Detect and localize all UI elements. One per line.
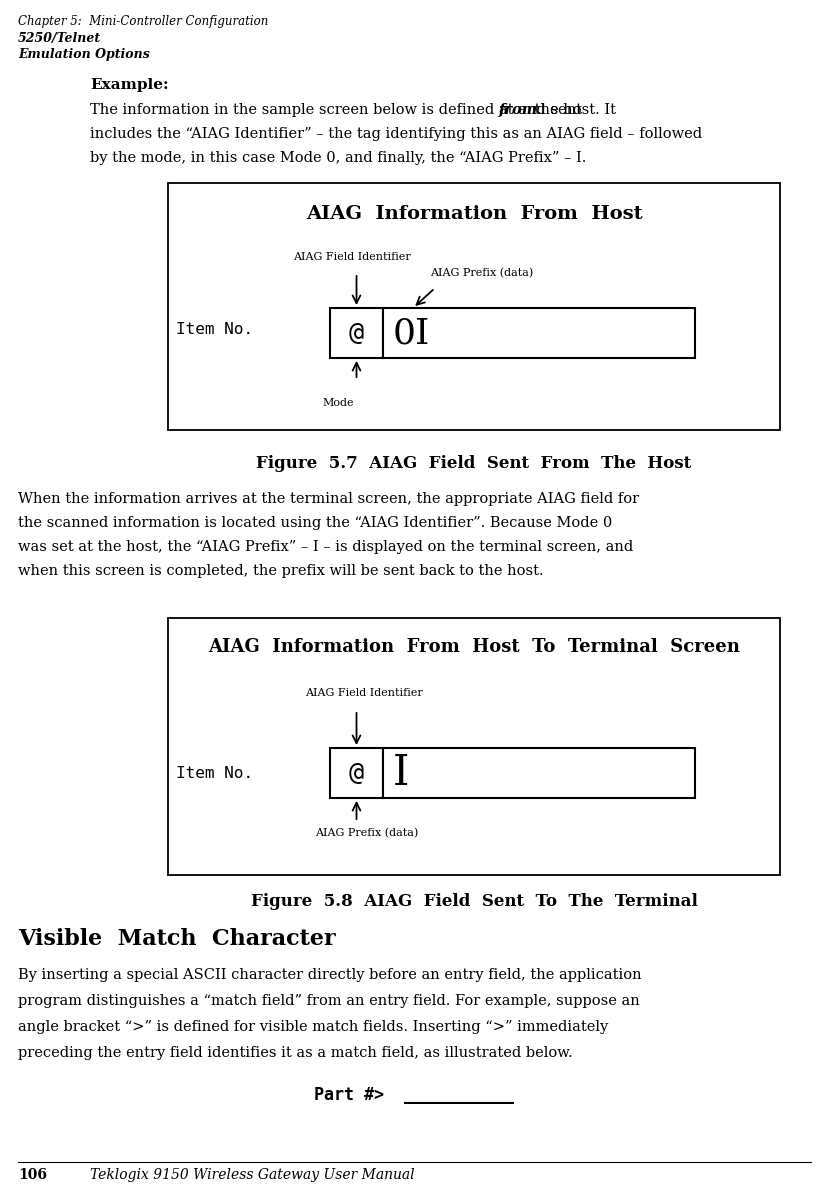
- Text: Item No.: Item No.: [176, 323, 253, 337]
- Text: @: @: [349, 321, 363, 345]
- Bar: [330, 308, 383, 359]
- Text: Figure  5.8  AIAG  Field  Sent  To  The  Terminal: Figure 5.8 AIAG Field Sent To The Termin…: [250, 893, 696, 910]
- Bar: [383, 308, 694, 359]
- Text: Emulation Options: Emulation Options: [18, 48, 150, 61]
- Text: Visible  Match  Character: Visible Match Character: [18, 928, 335, 950]
- Text: Item No.: Item No.: [176, 765, 253, 781]
- Bar: [168, 617, 779, 875]
- Text: the scanned information is located using the “AIAG Identifier”. Because Mode 0: the scanned information is located using…: [18, 516, 612, 530]
- Text: I: I: [392, 752, 409, 794]
- Bar: [168, 183, 779, 430]
- Text: was set at the host, the “AIAG Prefix” – I – is displayed on the terminal screen: was set at the host, the “AIAG Prefix” –…: [18, 540, 633, 554]
- Text: AIAG Prefix (data): AIAG Prefix (data): [430, 269, 532, 278]
- Text: by the mode, in this case Mode 0, and finally, the “AIAG Prefix” – I.: by the mode, in this case Mode 0, and fi…: [90, 151, 585, 165]
- Text: 0I: 0I: [392, 317, 430, 350]
- Text: preceding the entry field identifies it as a match field, as illustrated below.: preceding the entry field identifies it …: [18, 1046, 572, 1060]
- Text: AIAG  Information  From  Host  To  Terminal  Screen: AIAG Information From Host To Terminal S…: [208, 638, 739, 656]
- Text: the host. It: the host. It: [529, 103, 615, 118]
- Text: when this screen is completed, the prefix will be sent back to the host.: when this screen is completed, the prefi…: [18, 564, 543, 578]
- Bar: [330, 748, 383, 799]
- Text: AIAG  Information  From  Host: AIAG Information From Host: [306, 205, 642, 223]
- Text: Mode: Mode: [322, 398, 354, 408]
- Text: When the information arrives at the terminal screen, the appropriate AIAG field : When the information arrives at the term…: [18, 492, 638, 506]
- Text: 5250/Telnet: 5250/Telnet: [18, 32, 101, 46]
- Text: angle bracket “>” is defined for visible match fields. Inserting “>” immediately: angle bracket “>” is defined for visible…: [18, 1020, 608, 1034]
- Bar: [383, 748, 694, 799]
- Text: AIAG Field Identifier: AIAG Field Identifier: [292, 252, 410, 263]
- Text: The information in the sample screen below is defined at and sent: The information in the sample screen bel…: [90, 103, 586, 118]
- Text: includes the “AIAG Identifier” – the tag identifying this as an AIAG field – fol: includes the “AIAG Identifier” – the tag…: [90, 127, 701, 141]
- Text: Chapter 5:  Mini-Controller Configuration: Chapter 5: Mini-Controller Configuration: [18, 16, 268, 28]
- Text: AIAG Prefix (data): AIAG Prefix (data): [315, 829, 418, 838]
- Text: AIAG Field Identifier: AIAG Field Identifier: [305, 688, 422, 698]
- Text: @: @: [349, 761, 363, 785]
- Text: By inserting a special ASCII character directly before an entry field, the appli: By inserting a special ASCII character d…: [18, 968, 641, 982]
- Text: from: from: [498, 103, 537, 118]
- Text: Figure  5.7  AIAG  Field  Sent  From  The  Host: Figure 5.7 AIAG Field Sent From The Host: [256, 454, 691, 472]
- Text: 106: 106: [18, 1168, 47, 1182]
- Text: Example:: Example:: [90, 78, 168, 92]
- Text: Teklogix 9150 Wireless Gateway User Manual: Teklogix 9150 Wireless Gateway User Manu…: [90, 1168, 414, 1182]
- Text: Part #>  ___________: Part #> ___________: [314, 1086, 513, 1104]
- Text: program distinguishes a “match field” from an entry field. For example, suppose : program distinguishes a “match field” fr…: [18, 994, 639, 1008]
